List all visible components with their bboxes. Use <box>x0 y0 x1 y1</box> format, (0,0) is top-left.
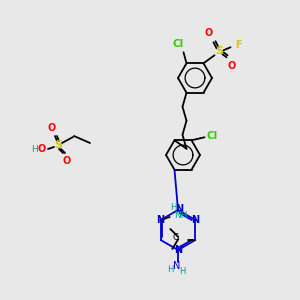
Text: NH: NH <box>174 211 188 220</box>
Text: O: O <box>63 156 71 166</box>
Text: S: S <box>54 140 62 150</box>
Text: S: S <box>215 46 223 56</box>
Text: H: H <box>31 145 38 154</box>
Text: O: O <box>227 61 236 71</box>
Text: N: N <box>157 215 165 225</box>
Text: H: H <box>179 268 185 277</box>
Text: N: N <box>174 245 182 255</box>
Text: O: O <box>38 144 46 154</box>
Text: H: H <box>167 266 173 274</box>
Text: C: C <box>172 233 178 242</box>
Text: O: O <box>48 123 56 133</box>
Text: N: N <box>175 204 183 214</box>
Text: Cl: Cl <box>173 39 184 49</box>
Text: O: O <box>204 28 213 38</box>
Text: N: N <box>191 215 200 225</box>
Text: Cl: Cl <box>207 131 218 141</box>
Text: H: H <box>170 203 177 212</box>
Text: N: N <box>173 261 181 271</box>
Text: F: F <box>235 40 242 50</box>
